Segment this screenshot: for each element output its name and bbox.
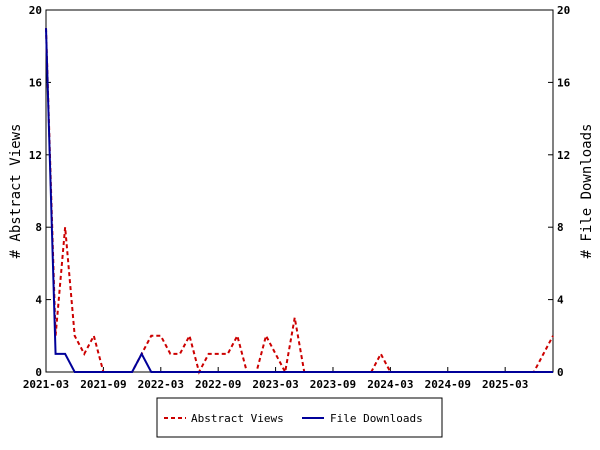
x-tick-label: 2024-09 — [425, 378, 471, 391]
right-y-tick-label: 20 — [557, 4, 570, 17]
left-y-tick-label: 12 — [29, 149, 42, 162]
right-y-tick-label: 4 — [557, 294, 564, 307]
legend-label-file-downloads: File Downloads — [330, 412, 423, 425]
x-axis: 2021-03 2021-09 2022-03 2022-09 2023-03 2023-… — [23, 367, 528, 391]
x-tick-label: 2021-09 — [80, 378, 126, 391]
right-y-axis-title: # File Downloads — [579, 124, 595, 259]
right-y-tick-label: 8 — [557, 221, 564, 234]
x-tick-label: 2022-09 — [195, 378, 241, 391]
x-tick-label: 2022-03 — [138, 378, 184, 391]
left-y-axis-title: # Abstract Views — [8, 124, 24, 259]
right-y-tick-label: 0 — [557, 366, 564, 379]
legend: Abstract Views File Downloads — [156, 397, 443, 438]
left-y-tick-label: 20 — [29, 4, 42, 17]
series-line-file-downloads — [45, 28, 553, 373]
right-y-tick-label: 12 — [557, 149, 570, 162]
right-y-axis: 0 4 8 12 16 20 — [548, 4, 571, 379]
x-tick-label: 2021-03 — [23, 378, 69, 391]
plot-area — [45, 9, 554, 373]
x-tick-label: 2023-09 — [310, 378, 356, 391]
legend-box — [156, 397, 443, 438]
left-y-tick-label: 4 — [35, 294, 42, 307]
left-y-tick-label: 8 — [35, 221, 42, 234]
right-y-tick-label: 16 — [557, 76, 571, 89]
left-y-axis: 0 4 8 12 16 20 — [29, 4, 51, 379]
x-tick-label: 2024-03 — [367, 378, 413, 391]
legend-label-abstract-views: Abstract Views — [191, 412, 284, 425]
left-y-tick-label: 16 — [29, 76, 43, 89]
series-layer — [45, 28, 554, 376]
x-tick-label: 2023-03 — [252, 378, 298, 391]
x-tick-label: 2025-03 — [482, 378, 528, 391]
left-y-tick-label: 0 — [35, 366, 42, 379]
